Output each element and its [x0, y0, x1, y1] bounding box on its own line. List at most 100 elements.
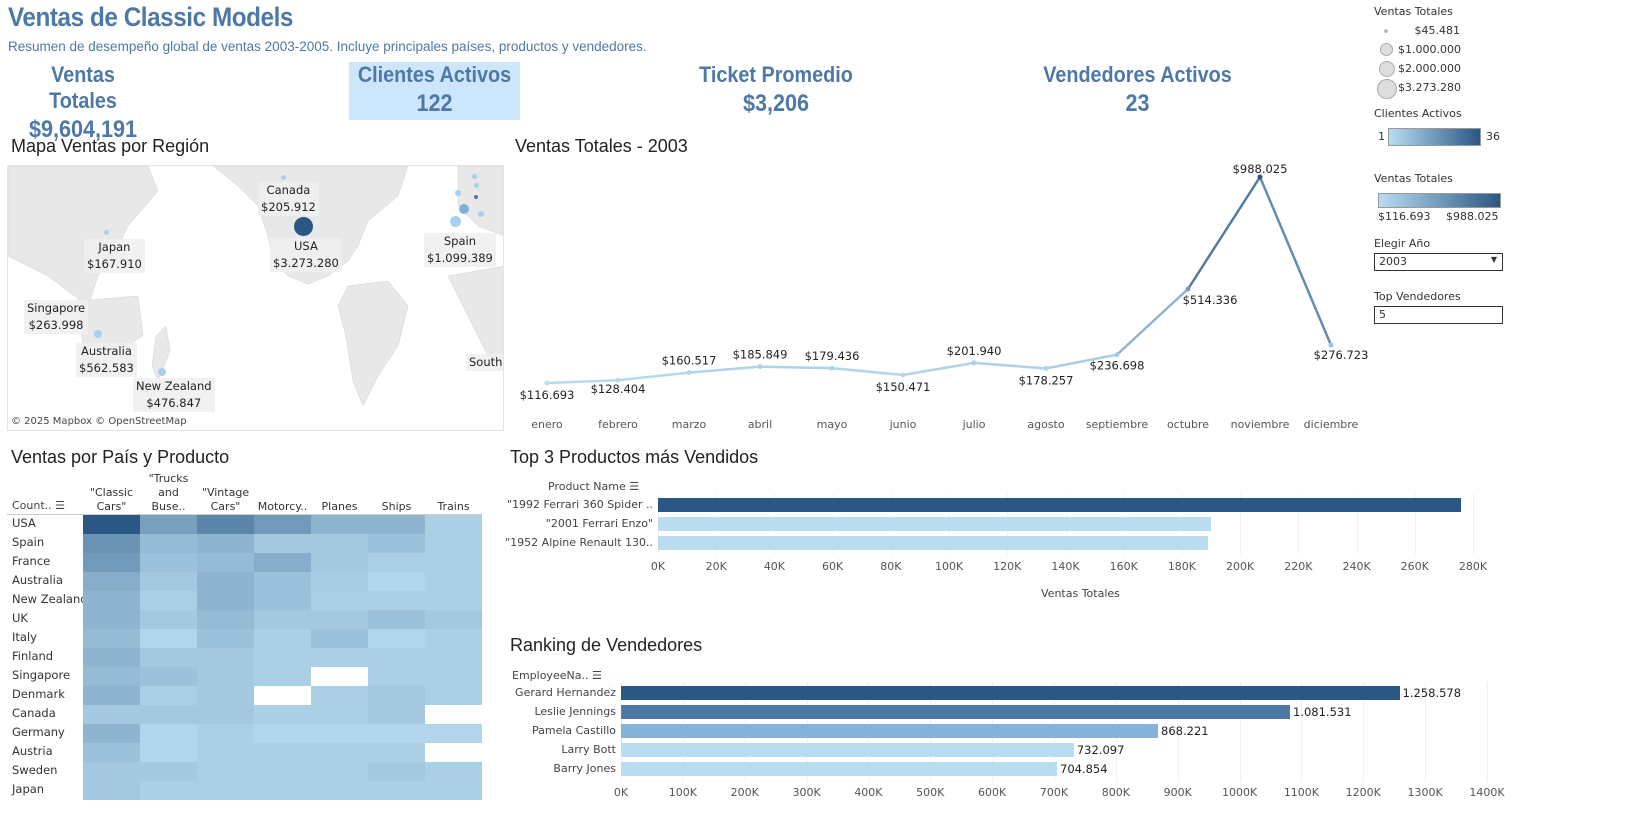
bar[interactable] — [621, 724, 1159, 738]
heatmap-cell[interactable] — [311, 648, 368, 667]
heatmap-cell[interactable] — [425, 591, 482, 610]
heatmap-cell[interactable] — [140, 515, 197, 534]
line-point[interactable] — [1114, 352, 1120, 358]
map-bubble-europe[interactable] — [478, 211, 484, 217]
heatmap-cell[interactable] — [425, 762, 482, 781]
heatmap-cell[interactable] — [311, 781, 368, 800]
heatmap-cell[interactable] — [140, 591, 197, 610]
line-point[interactable] — [686, 370, 692, 376]
heatmap-cell[interactable] — [311, 610, 368, 629]
heatmap-cell[interactable] — [83, 667, 140, 686]
map-bubble-nz[interactable] — [158, 368, 166, 376]
heatmap-column-header[interactable]: Motorcy.. — [257, 500, 308, 513]
heatmap-cell[interactable] — [197, 686, 254, 705]
map-bubble-france[interactable] — [459, 204, 469, 214]
heatmap-cell[interactable] — [197, 743, 254, 762]
line-point[interactable] — [829, 365, 835, 371]
product-name-header[interactable]: Product Name ☰ — [548, 480, 640, 493]
heatmap-cell[interactable] — [368, 762, 425, 781]
heatmap-cell[interactable] — [368, 591, 425, 610]
heatmap-cell[interactable] — [197, 781, 254, 800]
map-bubble-europe[interactable] — [472, 174, 477, 179]
heatmap-cell[interactable] — [311, 534, 368, 553]
heatmap-cell[interactable] — [83, 553, 140, 572]
line-point[interactable] — [544, 380, 550, 386]
heatmap-cell[interactable] — [140, 705, 197, 724]
heatmap-cell[interactable] — [83, 648, 140, 667]
heatmap-cell[interactable] — [140, 629, 197, 648]
sales-map[interactable]: Canada $205.912 USA $3.273.280 Japan $167.9… — [7, 165, 504, 431]
heatmap-cell[interactable] — [254, 591, 311, 610]
bar[interactable] — [658, 517, 1212, 531]
heatmap-cell[interactable] — [254, 553, 311, 572]
heatmap-cell[interactable] — [140, 686, 197, 705]
line-point[interactable] — [1328, 342, 1334, 348]
heatmap-cell[interactable] — [197, 762, 254, 781]
heatmap-cell[interactable] — [425, 572, 482, 591]
heatmap-cell[interactable] — [368, 648, 425, 667]
top-vendedores-input[interactable]: 5 — [1374, 306, 1503, 324]
heatmap-cell[interactable] — [311, 591, 368, 610]
heatmap-cell[interactable] — [425, 629, 482, 648]
bar-category-label[interactable]: Gerard Hernandez — [515, 686, 616, 699]
line-point[interactable] — [971, 360, 977, 366]
heatmap-cell[interactable] — [425, 534, 482, 553]
heatmap-cell[interactable] — [197, 648, 254, 667]
bar-category-label[interactable]: "2001 Ferrari Enzo" — [545, 517, 653, 530]
map-bubble-europe[interactable] — [474, 195, 478, 199]
heatmap-cell[interactable] — [368, 629, 425, 648]
map-bubble-spain[interactable] — [450, 216, 461, 227]
heatmap-cell[interactable] — [254, 572, 311, 591]
heatmap-cell[interactable] — [254, 534, 311, 553]
heatmap-cell[interactable] — [368, 705, 425, 724]
line-point[interactable] — [900, 372, 906, 378]
heatmap-cell[interactable] — [254, 610, 311, 629]
heatmap-cell[interactable] — [368, 743, 425, 762]
bar-category-label[interactable]: "1992 Ferrari 360 Spider .. — [507, 498, 653, 511]
heatmap-cell[interactable] — [197, 705, 254, 724]
heatmap-cell[interactable] — [311, 572, 368, 591]
heatmap-cell[interactable] — [311, 629, 368, 648]
heatmap-cell[interactable] — [197, 534, 254, 553]
year-dropdown[interactable]: 2003 ▼ — [1374, 253, 1503, 271]
line-point[interactable] — [1185, 286, 1191, 292]
heatmap-cell[interactable] — [425, 667, 482, 686]
heatmap-column-header[interactable]: Planes — [321, 500, 358, 513]
heatmap-cell[interactable] — [140, 534, 197, 553]
heatmap-cell[interactable] — [425, 686, 482, 705]
map-bubble-australia[interactable] — [94, 330, 102, 338]
heatmap-cell[interactable] — [254, 762, 311, 781]
bar[interactable] — [658, 536, 1209, 550]
kpi-ventas-totales[interactable]: Ventas Totales $9,604,191 — [8, 62, 158, 143]
heatmap-cell[interactable] — [254, 515, 311, 534]
heatmap-cell[interactable] — [83, 610, 140, 629]
heatmap-cell[interactable] — [140, 762, 197, 781]
heatmap-cell[interactable] — [140, 610, 197, 629]
heatmap-cell[interactable] — [197, 667, 254, 686]
bar-category-label[interactable]: Pamela Castillo — [531, 724, 616, 737]
bar-category-label[interactable]: Barry Jones — [553, 762, 616, 775]
heatmap-cell[interactable] — [140, 667, 197, 686]
line-point[interactable] — [615, 377, 621, 383]
kpi-vendedores-activos[interactable]: Vendedores Activos 23 — [1030, 62, 1245, 120]
heatmap-cell[interactable] — [197, 553, 254, 572]
heatmap-column-header[interactable]: Trains — [437, 500, 470, 513]
bar-category-label[interactable]: "1952 Alpine Renault 130.. — [505, 536, 653, 549]
line-point[interactable] — [757, 364, 763, 370]
heatmap-cell[interactable] — [425, 724, 482, 743]
kpi-clientes-activos[interactable]: Clientes Activos 122 — [349, 62, 520, 120]
heatmap-column-header[interactable]: "Classic Cars" — [89, 486, 134, 513]
heatmap-cell[interactable] — [197, 724, 254, 743]
heatmap-cell[interactable] — [368, 781, 425, 800]
bar-category-label[interactable]: Larry Bott — [561, 743, 616, 756]
map-bubble-usa[interactable] — [294, 217, 313, 236]
heatmap-cell[interactable] — [140, 724, 197, 743]
heatmap-cell[interactable] — [83, 534, 140, 553]
line-chart[interactable]: enero febrero marzo abril mayo junio julio agos… — [505, 160, 1375, 440]
heatmap-cell[interactable] — [311, 686, 368, 705]
heatmap-cell[interactable] — [83, 572, 140, 591]
heatmap-cell[interactable] — [83, 686, 140, 705]
heatmap-cell[interactable] — [83, 591, 140, 610]
heatmap-cell[interactable] — [368, 686, 425, 705]
bar[interactable] — [658, 498, 1462, 512]
